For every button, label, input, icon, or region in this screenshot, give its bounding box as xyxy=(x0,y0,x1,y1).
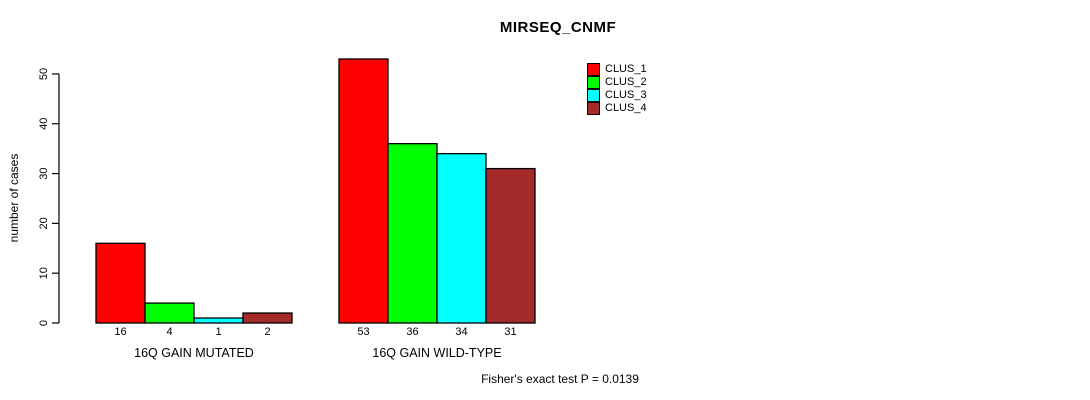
bar-clus_2-mutated xyxy=(144,302,195,324)
legend: CLUS_1 CLUS_2 CLUS_3 CLUS_4 xyxy=(587,63,647,115)
y-tick-label: 0 xyxy=(38,320,50,326)
legend-item: CLUS_1 xyxy=(587,63,647,76)
bar-value-label: 2 xyxy=(264,326,270,338)
bar-value-label: 1 xyxy=(215,326,221,338)
bar-value-label: 34 xyxy=(455,326,467,338)
bar-clus_2-wildtype xyxy=(387,143,438,324)
legend-item: CLUS_3 xyxy=(587,89,647,102)
bar-clus_1-wildtype xyxy=(338,58,389,324)
legend-label: CLUS_2 xyxy=(605,76,647,88)
group-label: 16Q GAIN MUTATED xyxy=(134,346,254,360)
y-tick-label: 50 xyxy=(38,68,50,80)
legend-label: CLUS_3 xyxy=(605,89,647,101)
bar-clus_4-wildtype xyxy=(485,167,536,324)
legend-swatch-clus_4 xyxy=(587,102,600,115)
bar-value-label: 36 xyxy=(406,326,418,338)
bar-clus_4-mutated xyxy=(242,312,293,324)
legend-item: CLUS_2 xyxy=(587,76,647,89)
bar-value-label: 53 xyxy=(357,326,369,338)
y-tick-label: 20 xyxy=(38,217,50,229)
legend-swatch-clus_2 xyxy=(587,76,600,89)
chart-title: MIRSEQ_CNMF xyxy=(499,19,617,36)
legend-label: CLUS_4 xyxy=(605,102,647,114)
group-label: 16Q GAIN WILD-TYPE xyxy=(372,346,501,360)
legend-swatch-clus_1 xyxy=(587,63,600,76)
y-tick-label: 40 xyxy=(38,118,50,130)
y-tick-label: 10 xyxy=(38,267,50,279)
bar-clus_3-mutated xyxy=(193,317,244,324)
bar-clus_1-mutated xyxy=(95,242,146,324)
annotation-text: Fisher's exact test P = 0.0139 xyxy=(481,372,639,386)
bar-value-label: 4 xyxy=(166,326,172,338)
legend-swatch-clus_3 xyxy=(587,89,600,102)
bar-value-label: 16 xyxy=(114,326,126,338)
bar-clus_3-wildtype xyxy=(436,152,487,324)
legend-label: CLUS_1 xyxy=(605,63,647,75)
legend-item: CLUS_4 xyxy=(587,102,647,115)
y-tick-label: 30 xyxy=(38,167,50,179)
bar-value-label: 31 xyxy=(504,326,516,338)
